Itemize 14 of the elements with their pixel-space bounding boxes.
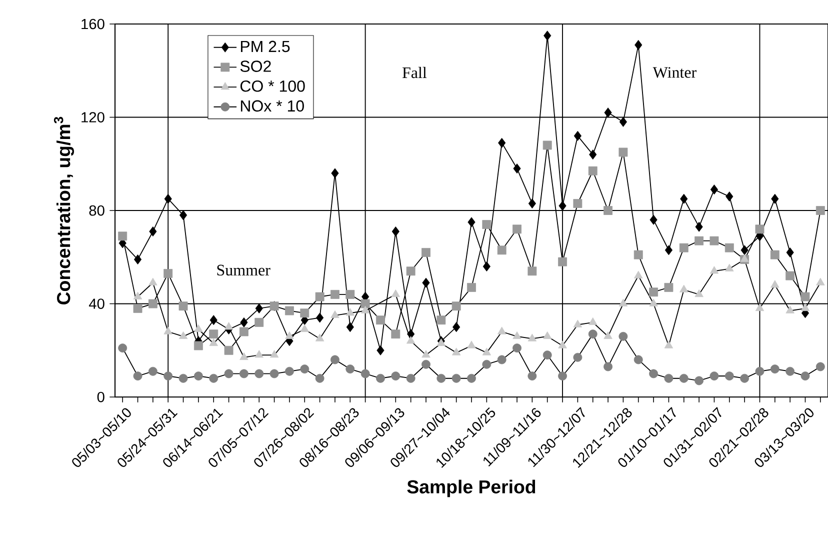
legend-label: PM 2.5	[240, 40, 290, 52]
annotation: Fall	[402, 66, 427, 78]
y-tick-label: 120	[82, 112, 104, 122]
annotation: Winter	[652, 67, 696, 78]
y-tick-label: 80	[89, 205, 104, 216]
legend-label: SO2	[240, 60, 271, 72]
y-tick-label: 40	[88, 298, 104, 309]
x-axis-title: Sample Period	[407, 480, 536, 498]
y-tick-label: 160	[82, 18, 104, 30]
y-axis-title: Concentration, ug/m$^{3}$	[54, 116, 74, 304]
legend-label: NOx * 10	[240, 100, 304, 112]
y-tick-label: 0	[97, 392, 104, 402]
legend-label: CO * 100	[240, 80, 305, 92]
annotation: Summer	[217, 264, 270, 276]
